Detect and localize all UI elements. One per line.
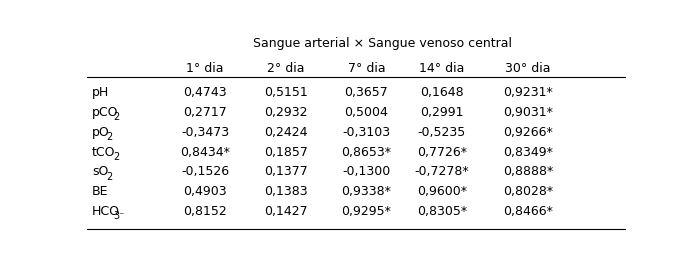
Text: 0,2424: 0,2424 <box>264 126 307 139</box>
Text: pH: pH <box>92 86 110 99</box>
Text: 0,8888*: 0,8888* <box>502 166 553 178</box>
Text: 0,4903: 0,4903 <box>183 185 227 198</box>
Text: 0,8349*: 0,8349* <box>503 146 552 159</box>
Text: 0,9031*: 0,9031* <box>503 106 552 119</box>
Text: 2: 2 <box>106 132 112 142</box>
Text: 2: 2 <box>113 152 119 162</box>
Text: 0,8434*: 0,8434* <box>180 146 230 159</box>
Text: -0,3103: -0,3103 <box>342 126 391 139</box>
Text: 14° dia: 14° dia <box>419 62 464 75</box>
Text: BE: BE <box>92 185 109 198</box>
Text: 0,4743: 0,4743 <box>183 86 227 99</box>
Text: 0,9600*: 0,9600* <box>416 185 467 198</box>
Text: 1° dia: 1° dia <box>186 62 224 75</box>
Text: 0,3657: 0,3657 <box>344 86 389 99</box>
Text: 0,5004: 0,5004 <box>344 106 389 119</box>
Text: 0,1648: 0,1648 <box>420 86 464 99</box>
Text: -0,7278*: -0,7278* <box>414 166 469 178</box>
Text: -0,1526: -0,1526 <box>181 166 229 178</box>
Text: 0,9231*: 0,9231* <box>503 86 552 99</box>
Text: 0,8305*: 0,8305* <box>416 205 467 218</box>
Text: 0,1377: 0,1377 <box>264 166 307 178</box>
Text: HCO: HCO <box>92 205 120 218</box>
Text: 0,2717: 0,2717 <box>183 106 227 119</box>
Text: tCO: tCO <box>92 146 116 159</box>
Text: 0,1383: 0,1383 <box>264 185 307 198</box>
Text: 30° dia: 30° dia <box>505 62 550 75</box>
Text: 0,1857: 0,1857 <box>264 146 307 159</box>
Text: -0,3473: -0,3473 <box>181 126 229 139</box>
Text: Sangue arterial × Sangue venoso central: Sangue arterial × Sangue venoso central <box>253 37 512 51</box>
Text: 0,8028*: 0,8028* <box>502 185 553 198</box>
Text: 0,1427: 0,1427 <box>264 205 307 218</box>
Text: 0,8152: 0,8152 <box>183 205 227 218</box>
Text: 0,7726*: 0,7726* <box>416 146 467 159</box>
Text: 2° dia: 2° dia <box>267 62 305 75</box>
Text: 0,9338*: 0,9338* <box>341 185 391 198</box>
Text: 7° dia: 7° dia <box>348 62 385 75</box>
Text: sO: sO <box>92 166 108 178</box>
Text: pCO: pCO <box>92 106 119 119</box>
Text: 2: 2 <box>113 112 119 122</box>
Text: 3⁻: 3⁻ <box>113 211 124 221</box>
Text: 2: 2 <box>106 172 112 182</box>
Text: 0,5151: 0,5151 <box>264 86 307 99</box>
Text: 0,9266*: 0,9266* <box>503 126 552 139</box>
Text: 0,8466*: 0,8466* <box>503 205 552 218</box>
Text: -0,5235: -0,5235 <box>418 126 466 139</box>
Text: 0,9295*: 0,9295* <box>341 205 391 218</box>
Text: 0,2932: 0,2932 <box>264 106 307 119</box>
Text: -0,1300: -0,1300 <box>342 166 391 178</box>
Text: 0,8653*: 0,8653* <box>341 146 391 159</box>
Text: pO: pO <box>92 126 110 139</box>
Text: 0,2991: 0,2991 <box>420 106 464 119</box>
